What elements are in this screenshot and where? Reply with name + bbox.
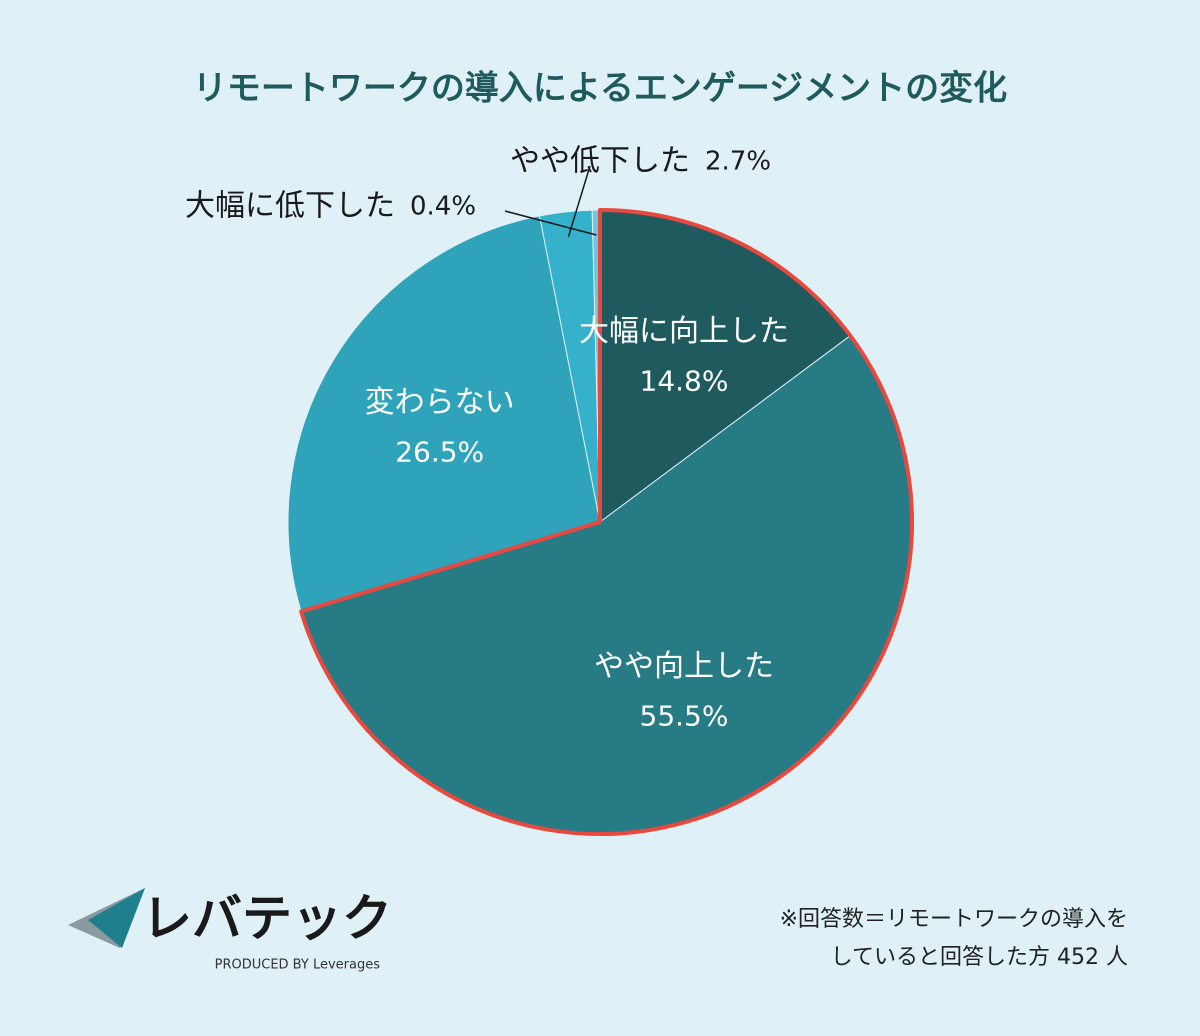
footnote: ※回答数＝リモートワークの導入を (780, 907, 1128, 932)
logo: レバテック PRODUCED BY Leverages (68, 888, 392, 973)
chart-title: リモートワークの導入によるエンゲージメントの変化 (193, 69, 1007, 109)
value-label: 55.5% (640, 699, 729, 732)
pie-slice (287, 215, 601, 613)
value-label: 2.7% (705, 147, 771, 177)
logo-name: レバテック (142, 890, 392, 948)
slice-label: やや向上した (594, 649, 774, 684)
value-label: 26.5% (395, 435, 484, 468)
slice-label: 大幅に向上した (579, 314, 789, 349)
slice-label: 大幅に低下した (185, 189, 395, 224)
slice-label: やや低下した (510, 144, 690, 179)
value-label: 0.4% (410, 192, 476, 222)
logo-tagline: PRODUCED BY Leverages (215, 958, 381, 973)
slice-label: 変わらない (365, 385, 515, 420)
leader-line (567, 165, 591, 237)
logo-mark (88, 888, 145, 948)
highlight-outline (299, 208, 914, 836)
leader-line (504, 210, 597, 236)
footnote: していると回答した方 452 人 (831, 945, 1128, 970)
value-label: 14.8% (640, 365, 729, 398)
